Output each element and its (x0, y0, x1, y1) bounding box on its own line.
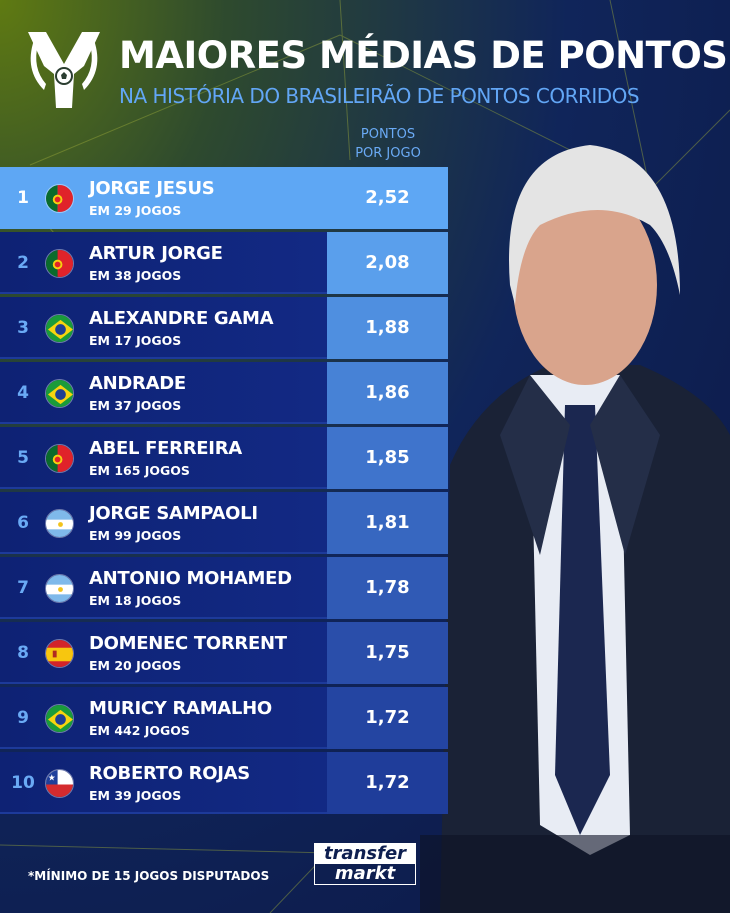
rank-number: 5 (17, 448, 29, 468)
games-count: EM 442 JOGOS (89, 723, 190, 738)
brasileirao-logo (28, 32, 100, 108)
points-per-game-value: 1,78 (327, 557, 448, 619)
table-row: 8 DOMENEC TORRENT EM 20 JOGOS 1,75 (0, 622, 448, 684)
rank-number: 9 (17, 708, 29, 728)
games-count: EM 99 JOGOS (89, 528, 182, 543)
brazil-flag-icon (45, 379, 74, 408)
coach-photo (420, 145, 730, 913)
rank-number: 8 (17, 643, 29, 663)
games-count: EM 165 JOGOS (89, 463, 190, 478)
table-row: 6 JORGE SAMPAOLI EM 99 JOGOS 1,81 (0, 492, 448, 554)
svg-text:★: ★ (48, 774, 56, 784)
coach-name: MURICY RAMALHO (89, 698, 272, 719)
points-per-game-value: 2,52 (327, 167, 448, 229)
portugal-flag-icon (45, 249, 74, 278)
points-per-game-value: 1,81 (327, 492, 448, 554)
portugal-flag-icon (45, 444, 74, 473)
rank-number: 3 (17, 318, 29, 338)
brazil-flag-icon (45, 704, 74, 733)
coach-name: JORGE SAMPAOLI (89, 503, 258, 524)
portugal-flag-icon (45, 184, 74, 213)
table-row: 10 ★ ROBERTO ROJAS EM 39 JOGOS 1,72 (0, 752, 448, 814)
points-per-game-value: 1,86 (327, 362, 448, 424)
games-count: EM 38 JOGOS (89, 268, 182, 283)
table-row: 9 MURICY RAMALHO EM 442 JOGOS 1,72 (0, 687, 448, 749)
games-count: EM 20 JOGOS (89, 658, 182, 673)
spain-flag-icon (45, 639, 74, 668)
table-row: 7 ANTONIO MOHAMED EM 18 JOGOS 1,78 (0, 557, 448, 619)
games-count: EM 39 JOGOS (89, 788, 182, 803)
coach-name: ALEXANDRE GAMA (89, 308, 274, 329)
column-header-points-per-game: PONTOS POR JOGO (340, 125, 436, 163)
table-row: 4 ANDRADE EM 37 JOGOS 1,86 (0, 362, 448, 424)
brand-line: markt (315, 864, 415, 884)
ranking-table: 1 JORGE JESUS EM 29 JOGOS 2,52 2 ARTUR JO… (0, 167, 448, 817)
points-per-game-value: 1,72 (327, 752, 448, 814)
rank-number: 1 (17, 188, 29, 208)
points-per-game-value: 2,08 (327, 232, 448, 294)
points-per-game-value: 1,75 (327, 622, 448, 684)
argentina-flag-icon (45, 509, 74, 538)
rank-number: 4 (17, 383, 29, 403)
coach-name: ROBERTO ROJAS (89, 763, 250, 784)
points-per-game-value: 1,72 (327, 687, 448, 749)
page-title: MAIORES MÉDIAS DE PONTOS (119, 34, 728, 77)
rank-number: 10 (11, 773, 35, 793)
footnote: *MÍNIMO DE 15 JOGOS DISPUTADOS (28, 869, 270, 883)
games-count: EM 17 JOGOS (89, 333, 182, 348)
games-count: EM 29 JOGOS (89, 203, 182, 218)
table-row: 1 JORGE JESUS EM 29 JOGOS 2,52 (0, 167, 448, 229)
column-header-line: POR JOGO (355, 146, 421, 161)
argentina-flag-icon (45, 574, 74, 603)
rank-number: 6 (17, 513, 29, 533)
games-count: EM 18 JOGOS (89, 593, 182, 608)
table-row: 2 ARTUR JORGE EM 38 JOGOS 2,08 (0, 232, 448, 294)
coach-name: ABEL FERREIRA (89, 438, 242, 459)
brand-line: transfer (323, 843, 407, 864)
rank-number: 2 (17, 253, 29, 273)
games-count: EM 37 JOGOS (89, 398, 182, 413)
table-row: 3 ALEXANDRE GAMA EM 17 JOGOS 1,88 (0, 297, 448, 359)
chile-flag-icon: ★ (45, 769, 74, 798)
coach-name: JORGE JESUS (89, 178, 215, 199)
coach-name: ANTONIO MOHAMED (89, 568, 292, 589)
coach-name: DOMENEC TORRENT (89, 633, 287, 654)
rank-number: 7 (17, 578, 29, 598)
points-per-game-value: 1,85 (327, 427, 448, 489)
coach-name: ARTUR JORGE (89, 243, 223, 264)
brazil-flag-icon (45, 314, 74, 343)
column-header-line: PONTOS (360, 127, 416, 142)
points-per-game-value: 1,88 (327, 297, 448, 359)
page-subtitle: NA HISTÓRIA DO BRASILEIRÃO DE PONTOS COR… (119, 84, 640, 108)
coach-name: ANDRADE (89, 373, 186, 394)
transfermarkt-logo: transfer markt (314, 843, 416, 885)
table-row: 5 ABEL FERREIRA EM 165 JOGOS 1,85 (0, 427, 448, 489)
